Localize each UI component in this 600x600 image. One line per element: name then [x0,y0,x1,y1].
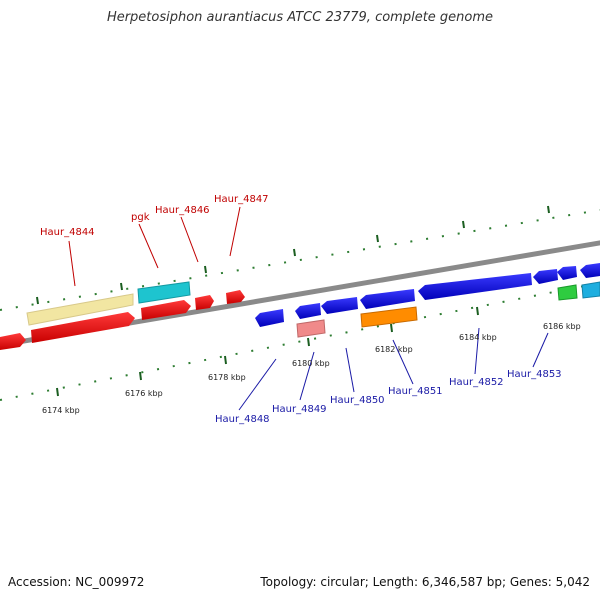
gene-pink[interactable] [296,319,326,338]
label-haur4849[interactable]: Haur_4849 [272,404,327,415]
gene-green[interactable] [557,284,578,301]
topology-text: Topology: circular; Length: 6,346,587 bp… [260,575,590,589]
kbp-label-6182: 6182 kbp [375,345,413,354]
gene-haur4850[interactable] [321,297,358,314]
kbp-label-6178: 6178 kbp [208,373,246,382]
gene-haur4848[interactable] [255,309,284,327]
gene-haur4851[interactable] [360,289,415,309]
gene-haur4853[interactable] [533,269,558,284]
gene-right-blue-2[interactable] [580,263,600,278]
label-haur4848[interactable]: Haur_4848 [215,414,270,425]
gene-cyan-right[interactable] [581,281,600,299]
gene-orange[interactable] [360,306,418,328]
label-haur4852[interactable]: Haur_4852 [449,377,504,388]
upper-tick-scale [0,209,600,311]
gene-right-blue-1[interactable] [557,266,577,280]
label-haur4851[interactable]: Haur_4851 [388,386,443,397]
genome-title: Herpetosiphon aurantiacus ATCC 23779, co… [106,10,494,25]
label-haur4847[interactable]: Haur_4847 [214,194,269,205]
label-haur4846[interactable]: Haur_4846 [155,205,210,216]
gene-haur4846[interactable] [195,295,214,310]
gene-haur4849[interactable] [295,303,321,319]
label-haur4853[interactable]: Haur_4853 [507,369,562,380]
kbp-label-6180: 6180 kbp [292,359,330,368]
gene-haur4844-red[interactable] [31,312,135,343]
label-pgk[interactable]: pgk [131,212,150,223]
gene-haur4844[interactable] [26,293,134,326]
kbp-label-6176: 6176 kbp [125,389,163,398]
top-leader-lines [68,206,241,287]
gene-haur4847[interactable] [226,290,245,304]
accession-text: Accession: NC_009972 [8,575,145,589]
gene-pgk[interactable] [137,281,191,304]
gene-haur4852[interactable] [418,273,532,300]
lower-tick-scale [0,282,600,401]
gene-left-red[interactable] [0,333,26,350]
kbp-label-6184: 6184 kbp [459,333,497,342]
label-haur4850[interactable]: Haur_4850 [330,395,385,406]
kbp-label-6174: 6174 kbp [42,406,80,415]
label-haur4844[interactable]: Haur_4844 [40,227,95,238]
forward-features [0,281,245,350]
kbp-label-6186: 6186 kbp [543,322,581,331]
gene-pgk-red[interactable] [141,300,191,320]
reverse-features [255,263,600,338]
bottom-leader-lines [238,327,549,411]
